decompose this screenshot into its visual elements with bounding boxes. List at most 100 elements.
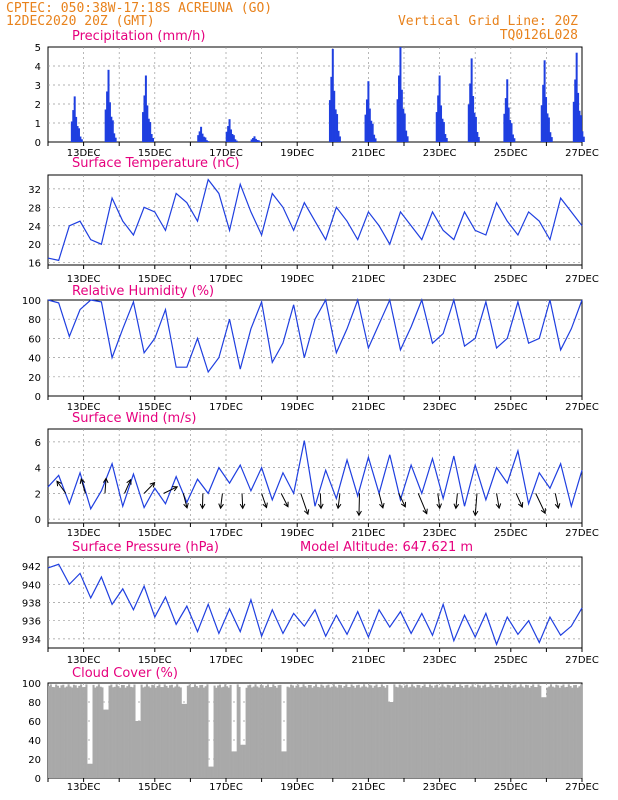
cloud-bar bbox=[131, 687, 134, 778]
cloud-bar bbox=[233, 751, 236, 778]
y-tick-label: 0 bbox=[35, 392, 41, 403]
series-line bbox=[47, 563, 583, 647]
precip-bar bbox=[577, 92, 580, 142]
cloud-bar bbox=[169, 685, 172, 778]
cloud-bar bbox=[539, 685, 542, 778]
cloud-bar bbox=[236, 684, 239, 778]
wind-arrow bbox=[104, 478, 107, 494]
panel-title: Cloud Cover (%) bbox=[72, 666, 178, 681]
cloud-bar bbox=[282, 751, 286, 778]
cloud-bar bbox=[320, 684, 323, 778]
wind-arrow-head bbox=[422, 508, 428, 515]
precip-bar bbox=[440, 105, 443, 142]
precip-bar bbox=[76, 126, 79, 142]
panel-1: 16 20 24 28 32 13DEC 15DEC 17DEC 19DEC 21DEC 23DEC… bbox=[28, 156, 599, 285]
y-tick-label: 1 bbox=[35, 119, 41, 130]
cloud-bar bbox=[512, 685, 515, 778]
cloud-bar bbox=[288, 687, 291, 778]
cloud-bar bbox=[448, 685, 451, 778]
cloud-bar bbox=[275, 687, 278, 778]
cloud-bar bbox=[263, 687, 266, 778]
wind-arrow bbox=[182, 493, 188, 509]
cloud-bar bbox=[208, 766, 211, 778]
cloud-bar bbox=[293, 687, 296, 778]
cloud-bar bbox=[509, 685, 512, 778]
cloud-bar bbox=[420, 687, 423, 778]
cloud-bar bbox=[377, 687, 380, 778]
wind-arrow-head bbox=[400, 501, 407, 508]
cloud-bar bbox=[195, 686, 198, 778]
precip-bar bbox=[254, 138, 257, 142]
precip-bar bbox=[511, 134, 514, 142]
precip-bar bbox=[444, 134, 447, 142]
wind-arrow bbox=[124, 479, 132, 494]
precip-bar bbox=[540, 105, 543, 142]
x-tick-label: 13DEC bbox=[67, 528, 101, 539]
cloud-bar bbox=[489, 684, 492, 778]
wind-arrow-head bbox=[239, 503, 246, 510]
precip-bar bbox=[333, 90, 336, 142]
y-tick-label: 4 bbox=[35, 62, 41, 73]
wind-arrow bbox=[163, 486, 178, 494]
wind-arrow-head bbox=[199, 503, 206, 510]
cloud-bar bbox=[202, 687, 205, 778]
cloud-bar bbox=[115, 684, 118, 778]
cloud-bar bbox=[243, 744, 246, 778]
y-tick-label: 20 bbox=[28, 373, 41, 384]
precip-bar bbox=[370, 120, 373, 142]
cloud-bar bbox=[316, 686, 319, 778]
cloud-bar bbox=[231, 751, 234, 778]
y-tick-label: 100 bbox=[22, 679, 41, 690]
precip-bar bbox=[234, 139, 237, 142]
cloud-bar bbox=[138, 721, 141, 778]
precip-bar bbox=[144, 75, 147, 142]
x-tick-label: 23DEC bbox=[423, 402, 457, 413]
cloud-bar bbox=[496, 685, 499, 778]
precip-bar bbox=[256, 140, 259, 142]
cloud-bar bbox=[160, 687, 163, 778]
panel-title: Surface Temperature (nC) bbox=[72, 156, 240, 171]
x-tick-label: 17DEC bbox=[209, 402, 243, 413]
cloud-bar bbox=[234, 751, 237, 778]
cloud-bar bbox=[137, 721, 140, 778]
cloud-bar bbox=[485, 687, 488, 778]
cloud-bar bbox=[65, 686, 68, 778]
cloud-bar bbox=[339, 685, 342, 778]
wind-arrow bbox=[358, 493, 360, 516]
cloud-bar bbox=[323, 687, 326, 778]
wind-arrow-head bbox=[495, 503, 502, 510]
precip-bar bbox=[435, 112, 438, 142]
wind-arrow bbox=[554, 493, 559, 509]
cloud-bar bbox=[277, 685, 280, 778]
cloud-bar bbox=[578, 686, 581, 778]
cloud-bar bbox=[421, 686, 424, 778]
y-tick-label: 60 bbox=[28, 334, 41, 345]
cloud-bar bbox=[498, 687, 501, 778]
y-tick-label: 942 bbox=[22, 562, 41, 573]
cloud-bar bbox=[494, 685, 497, 778]
x-tick-label: 27DEC bbox=[565, 148, 599, 159]
cloud-bar bbox=[270, 687, 273, 778]
cloud-bar bbox=[318, 687, 321, 778]
wind-arrow bbox=[280, 493, 289, 507]
cloud-bar bbox=[101, 687, 104, 778]
cloud-bar bbox=[548, 686, 551, 778]
cloud-bar bbox=[450, 687, 453, 778]
cloud-bar bbox=[503, 686, 506, 778]
cloud-bar bbox=[541, 697, 544, 778]
x-tick-label: 21DEC bbox=[352, 402, 386, 413]
cloud-bar bbox=[88, 763, 92, 778]
cloud-bar bbox=[519, 684, 522, 778]
precip-bar bbox=[229, 129, 232, 142]
x-tick-label: 23DEC bbox=[423, 655, 457, 666]
cloud-bar bbox=[325, 685, 328, 778]
wind-arrow-head bbox=[172, 486, 179, 492]
cloud-bar bbox=[364, 686, 367, 778]
cloud-bar bbox=[473, 686, 476, 778]
cloud-bar bbox=[526, 685, 529, 778]
cloud-bar bbox=[560, 685, 563, 778]
precip-bar bbox=[470, 58, 473, 142]
precip-bar bbox=[467, 104, 470, 142]
precip-bar bbox=[235, 140, 238, 142]
precip-bar bbox=[365, 99, 368, 142]
